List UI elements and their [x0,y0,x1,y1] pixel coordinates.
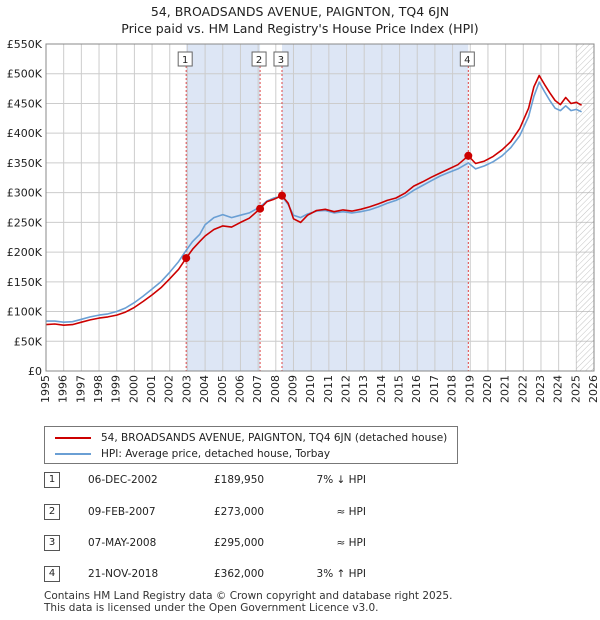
footer-attribution: Contains HM Land Registry data © Crown c… [44,590,452,614]
x-tick-label: 2014 [375,375,388,403]
sale-point [464,151,473,160]
sale-row: 3 07-MAY-2008 £295,000 ≈ HPI [44,535,444,553]
sale-row: 4 21-NOV-2018 £362,000 3% ↑ HPI [44,566,444,584]
sale-row: 2 09-FEB-2007 £273,000 ≈ HPI [44,504,444,522]
sale-number-badge: 3 [44,535,60,551]
property-price-line [45,74,582,326]
x-tick-label: 2012 [340,375,353,403]
x-tick-label: 2001 [145,375,158,403]
chart-title: 54, BROADSANDS AVENUE, PAIGNTON, TQ4 6JN… [0,3,600,37]
x-tick-label: 2003 [180,375,193,403]
x-tick-label: 2005 [216,375,229,403]
sale-number-badge: 2 [44,504,60,520]
y-tick-label: £550K [7,38,43,51]
x-tick-label: 2013 [357,375,370,403]
chart-title-line1: 54, BROADSANDS AVENUE, PAIGNTON, TQ4 6JN [150,4,450,19]
y-tick-label: £250K [7,216,43,229]
x-tick-label: 1997 [74,375,87,403]
y-tick-label: £200K [7,246,43,259]
legend-item-hpi: HPI: Average price, detached house, Torb… [55,447,330,461]
x-tick-label: 2026 [587,375,600,403]
x-tick-label: 2002 [163,375,176,403]
sale-number-badge: 4 [44,566,60,582]
sale-date: 09-FEB-2007 [88,506,156,518]
x-tick-label: 2016 [410,375,423,403]
sale-hpi-delta: 7% ↓ HPI [316,474,366,486]
x-tick-label: 2021 [499,375,512,403]
sale-marker-box [273,51,289,67]
sale-hpi-delta: ≈ HPI [336,506,366,518]
sale-row: 1 06-DEC-2002 £189,950 7% ↓ HPI [44,472,444,490]
sale-price: £295,000 [214,537,265,549]
sale-point [277,191,286,200]
y-tick-label: £350K [7,157,43,170]
y-tick-label: £0 [28,365,42,378]
footer-line2: This data is licensed under the Open Gov… [44,602,379,614]
x-tick-label: 2024 [552,375,565,403]
legend-swatch-hpi [55,453,91,455]
sale-date: 06-DEC-2002 [88,474,158,486]
sale-price: £273,000 [214,506,265,518]
hpi-line [46,81,582,323]
chart-legend: 54, BROADSANDS AVENUE, PAIGNTON, TQ4 6JN… [44,426,458,464]
y-tick-label: £300K [7,187,43,200]
x-tick-label: 2023 [534,375,547,403]
x-tick-label: 2010 [304,375,317,403]
footer-line1: Contains HM Land Registry data © Crown c… [44,590,453,602]
x-tick-label: 2022 [516,375,529,403]
legend-item-property: 54, BROADSANDS AVENUE, PAIGNTON, TQ4 6JN… [55,431,447,445]
y-tick-label: £450K [7,97,43,110]
sale-number-badge: 1 [44,472,60,488]
x-tick-label: 2011 [322,375,335,403]
sale-marker-label: 3 [278,55,284,66]
legend-label-hpi: HPI: Average price, detached house, Torb… [101,448,331,460]
forecast-hatch [576,44,594,371]
sale-date: 07-MAY-2008 [88,537,157,549]
x-tick-label: 2009 [286,375,299,403]
x-tick-label: 2007 [251,375,264,403]
x-tick-label: 2015 [393,375,406,403]
x-tick-label: 2008 [269,375,282,403]
price-chart: 1 2 3 4 £0 £50K £100K £150K £200K £250K £300K £350… [7,38,600,403]
y-tick-label: £150K [7,276,43,289]
sale-hpi-delta: 3% ↑ HPI [316,568,366,580]
legend-label-property: 54, BROADSANDS AVENUE, PAIGNTON, TQ4 6JN… [101,432,448,444]
x-tick-label: 1996 [57,375,70,403]
x-tick-label: 1998 [92,375,105,403]
x-tick-label: 2019 [463,375,476,403]
y-tick-label: £50K [14,335,43,348]
sale-point [256,204,265,213]
sale-price: £189,950 [214,474,265,486]
legend-swatch-property [55,437,91,439]
sale-marker-box [251,51,267,67]
chart-title-line2: Price paid vs. HM Land Registry's House … [121,21,479,36]
x-tick-label: 1999 [110,375,123,403]
sale-point [182,254,191,263]
sale-marker-box [177,51,193,67]
sale-date: 21-NOV-2018 [88,568,159,580]
x-tick-label: 1995 [39,375,52,403]
x-tick-label: 2006 [233,375,246,403]
sale-marker-label: 1 [182,55,188,66]
x-tick-label: 2020 [481,375,494,403]
x-tick-label: 2018 [446,375,459,403]
x-tick-label: 2017 [428,375,441,403]
x-tick-label: 2004 [198,375,211,403]
sale-marker-label: 4 [464,55,470,66]
sale-hpi-delta: ≈ HPI [336,537,366,549]
y-tick-label: £400K [7,127,43,140]
plot-border [45,43,595,372]
x-tick-label: 2025 [569,375,582,403]
sale-marker-label: 2 [256,55,262,66]
y-tick-label: £100K [7,306,43,319]
sale-marker-box [459,51,475,67]
sale-price: £362,000 [214,568,265,580]
y-tick-label: £500K [7,68,43,81]
x-tick-label: 2000 [127,375,140,403]
